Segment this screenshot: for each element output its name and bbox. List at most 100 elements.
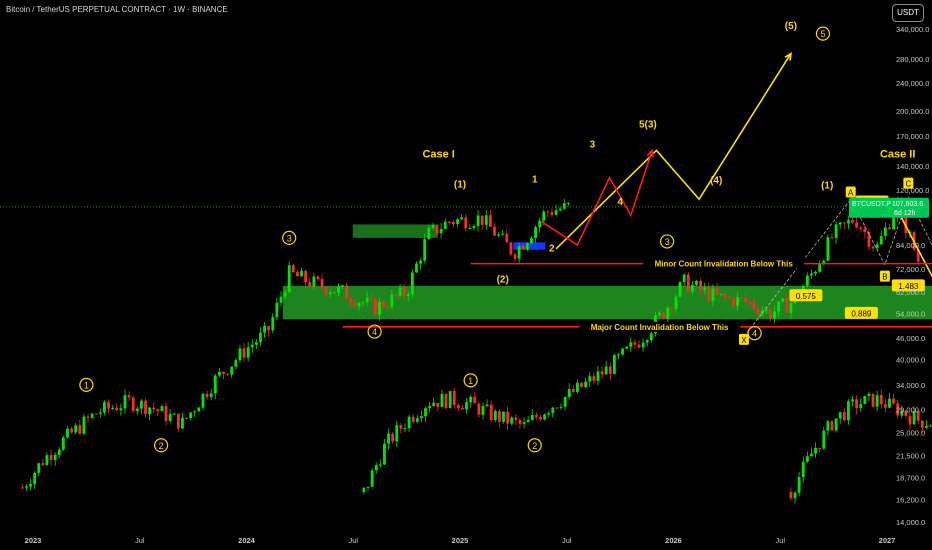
currency-button[interactable]: USDT bbox=[892, 4, 924, 22]
candle-body bbox=[633, 342, 637, 345]
candle-body bbox=[818, 447, 822, 449]
candle-body bbox=[484, 215, 488, 225]
candle-body bbox=[300, 270, 303, 277]
candle-body bbox=[119, 408, 123, 411]
candle-body bbox=[341, 285, 344, 287]
candle-body bbox=[287, 265, 291, 293]
candle-body bbox=[172, 413, 176, 415]
candle-body bbox=[510, 417, 514, 424]
candle-body bbox=[588, 376, 592, 382]
candle-body bbox=[406, 294, 410, 297]
candle-body bbox=[777, 301, 781, 312]
candle-body bbox=[719, 293, 723, 295]
y-tick-label: 18,700.0 bbox=[896, 473, 925, 482]
candle-body bbox=[576, 382, 579, 393]
candle-body bbox=[888, 398, 891, 408]
candle-body bbox=[271, 317, 275, 331]
candle-body bbox=[559, 406, 563, 408]
candle-body bbox=[608, 366, 612, 374]
x-tick-label: Jul bbox=[775, 536, 785, 545]
wave-circle-label: 2 bbox=[532, 441, 537, 451]
candle-body bbox=[390, 294, 394, 308]
candle-body bbox=[444, 393, 448, 408]
candle-body bbox=[875, 395, 879, 407]
candle-body bbox=[435, 224, 439, 234]
price-tag: BTCUSDT.P 107,603.6 6d 12h bbox=[849, 197, 929, 218]
x-tick-label: Jul bbox=[348, 536, 358, 545]
candle-body bbox=[419, 260, 422, 264]
projections bbox=[540, 52, 932, 337]
candle-body bbox=[908, 416, 912, 425]
candle-body bbox=[399, 425, 403, 429]
candle-body bbox=[452, 391, 456, 406]
candle-body bbox=[431, 224, 435, 228]
candle-body bbox=[855, 222, 859, 228]
x-tick-label: 2026 bbox=[665, 536, 682, 545]
candle-body bbox=[539, 417, 542, 420]
y-tick-label: 200,000.0 bbox=[896, 107, 929, 116]
candle-body bbox=[612, 355, 616, 374]
candle-body bbox=[715, 288, 719, 295]
candle-body bbox=[847, 401, 850, 421]
y-tick-label: 25,000.0 bbox=[896, 428, 925, 437]
candle-body bbox=[250, 344, 254, 348]
candle-body bbox=[41, 463, 45, 465]
wave-circle-label: 3 bbox=[287, 233, 292, 243]
candle-body bbox=[156, 409, 160, 412]
candle-body bbox=[382, 301, 386, 308]
wave-circle-label: 4 bbox=[372, 327, 377, 337]
candle-body bbox=[678, 282, 682, 297]
candle-body bbox=[666, 307, 670, 319]
candle-body bbox=[617, 354, 620, 356]
candle-body bbox=[662, 312, 666, 319]
candle-body bbox=[814, 447, 817, 454]
candle-body bbox=[387, 433, 390, 444]
candle-body bbox=[580, 382, 583, 387]
candle-body bbox=[139, 400, 143, 409]
wave-label: 5(3) bbox=[639, 119, 657, 130]
candle-body bbox=[904, 208, 908, 234]
candle-body bbox=[621, 348, 624, 355]
candle-body bbox=[892, 216, 895, 230]
case-label: Case I bbox=[422, 149, 454, 161]
candle-body bbox=[66, 428, 69, 438]
candle-body bbox=[534, 227, 537, 239]
price-tag-symbol: BTCUSDT.P bbox=[852, 201, 891, 208]
candle-body bbox=[107, 402, 110, 409]
wave-circle-label: 3 bbox=[665, 237, 670, 247]
candle-body bbox=[407, 416, 411, 429]
candle-body bbox=[168, 414, 172, 421]
candle-body bbox=[670, 307, 674, 309]
candle-body bbox=[53, 454, 57, 461]
candle-body bbox=[226, 373, 230, 375]
candle-body bbox=[70, 428, 73, 433]
candle-body bbox=[366, 486, 370, 488]
wave-label: (1) bbox=[454, 179, 466, 190]
candle-body bbox=[752, 302, 756, 309]
candle-body bbox=[230, 366, 234, 375]
candle-body bbox=[526, 419, 530, 423]
candle-body bbox=[900, 410, 904, 416]
candle-body bbox=[501, 233, 505, 235]
candle-body bbox=[502, 411, 505, 422]
candle-body bbox=[316, 276, 320, 280]
y-tick-label: 40,000.0 bbox=[896, 356, 925, 365]
candle-body bbox=[464, 217, 468, 229]
wave-circle bbox=[527, 438, 542, 453]
candle-body bbox=[98, 412, 102, 414]
candle-body bbox=[427, 227, 431, 240]
wave-circle-label: 2 bbox=[159, 441, 164, 451]
candle-body bbox=[674, 296, 678, 309]
candle-body bbox=[493, 226, 496, 236]
candle-body bbox=[830, 421, 834, 431]
candle-body bbox=[205, 393, 209, 398]
wave-letter-box bbox=[879, 270, 890, 282]
candle-body bbox=[756, 308, 760, 315]
wave-letter: B bbox=[882, 273, 887, 282]
candle-body bbox=[916, 249, 920, 262]
minor_invalidation-label-bg bbox=[643, 258, 805, 269]
candle-body bbox=[789, 491, 793, 499]
candle-body bbox=[658, 312, 661, 316]
candle-body bbox=[94, 413, 98, 415]
